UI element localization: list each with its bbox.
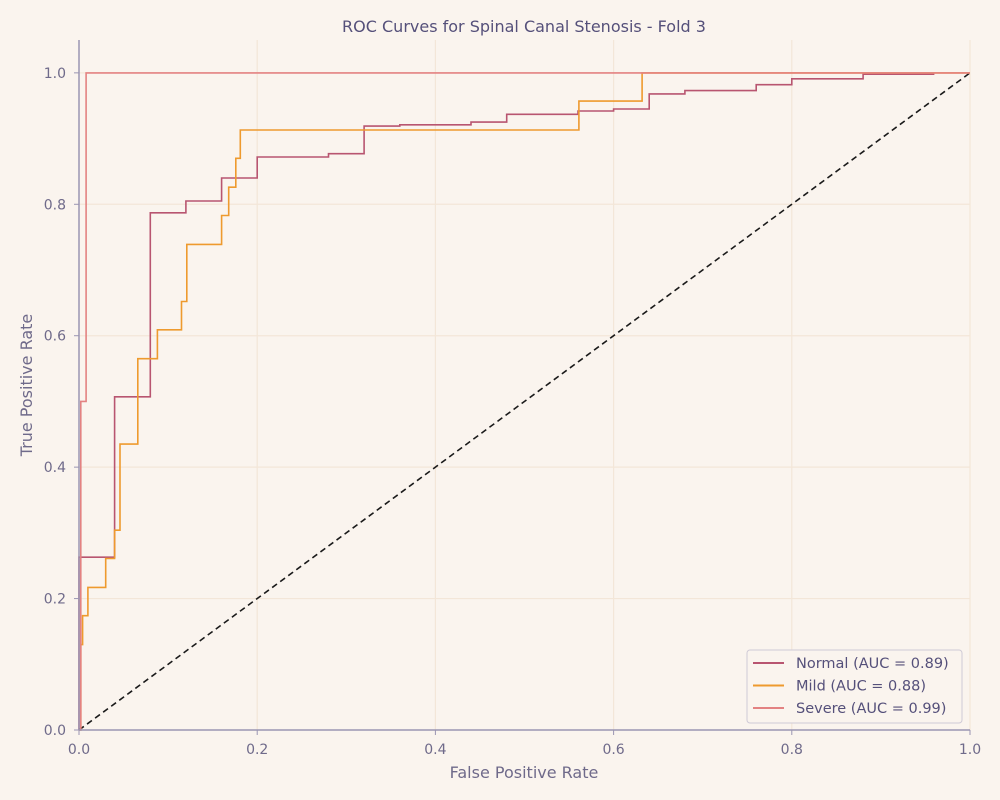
- x-tick-labels: 0.0 0.2 0.4 0.6 0.8 1.0: [68, 730, 981, 758]
- chance-diagonal-line: [78, 72, 971, 731]
- grid: [79, 40, 971, 730]
- legend-label-normal: Normal (AUC = 0.89): [796, 656, 949, 672]
- y-axis-label: True Positive Rate: [17, 314, 36, 458]
- legend-label-mild: Mild (AUC = 0.88): [796, 679, 926, 695]
- y-tick-label: 0.6: [44, 329, 66, 345]
- reference-line: [78, 72, 971, 731]
- chart-title: ROC Curves for Spinal Canal Stenosis - F…: [342, 17, 706, 36]
- x-tick-label: 0.4: [424, 742, 446, 758]
- x-axis-label: False Positive Rate: [450, 763, 599, 782]
- roc-curve-normal: [78, 73, 935, 730]
- y-tick-label: 1.0: [44, 66, 66, 82]
- x-tick-label: 0.6: [602, 742, 624, 758]
- legend-label-severe: Severe (AUC = 0.99): [796, 701, 946, 717]
- x-tick-label: 0.2: [246, 742, 268, 758]
- legend: Normal (AUC = 0.89) Mild (AUC = 0.88) Seve…: [746, 649, 963, 724]
- y-tick-label: 0.2: [44, 592, 66, 608]
- y-tick-label: 0.0: [44, 723, 66, 739]
- x-tick-label: 1.0: [959, 742, 981, 758]
- x-tick-label: 0.0: [68, 742, 90, 758]
- roc-curve-mild: [79, 72, 970, 731]
- x-tick-label: 0.8: [781, 742, 803, 758]
- y-tick-label: 0.4: [44, 460, 66, 476]
- y-tick-label: 0.8: [44, 197, 66, 213]
- legend-box: [746, 649, 963, 724]
- y-tick-labels: 0.0 0.2 0.4 0.6 0.8 1.0: [44, 66, 79, 739]
